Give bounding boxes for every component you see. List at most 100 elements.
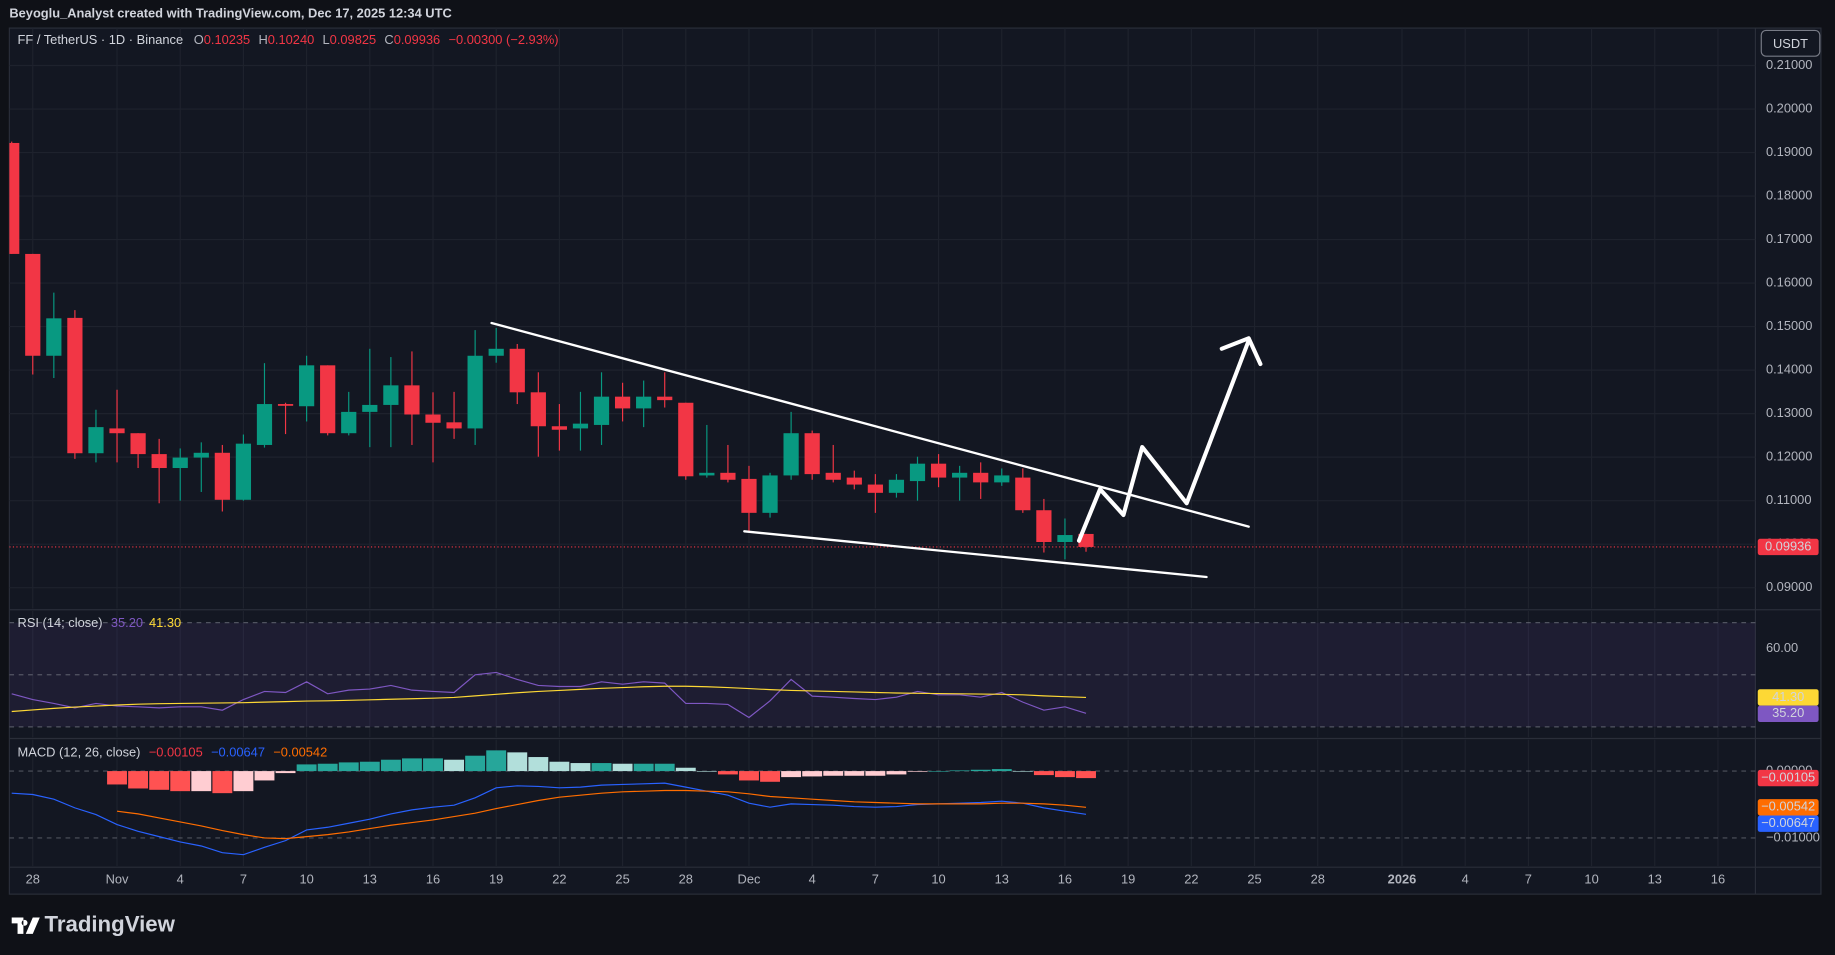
- histogram-bar: [275, 771, 296, 774]
- x-tick-label: 22: [552, 872, 566, 887]
- symbol: FF / TetherUS · 1D · Binance: [18, 32, 184, 47]
- x-tick-label: 7: [240, 872, 247, 887]
- histogram-bar: [107, 771, 127, 785]
- x-tick-label: 13: [1648, 872, 1662, 887]
- candle-body: [930, 463, 947, 478]
- change: −0.00300 (−2.93%): [448, 32, 558, 47]
- value-badge-label: −0.00105: [1761, 770, 1815, 785]
- hist-value: −0.00105: [149, 745, 203, 760]
- value-badge: [1757, 538, 1819, 556]
- candle-body: [952, 472, 968, 478]
- histogram-bar: [591, 763, 612, 772]
- pane-macd: [9, 739, 1756, 867]
- x-tick-label: 4: [809, 872, 816, 887]
- histogram-bar: [570, 763, 591, 772]
- x-tick-label: 16: [1711, 872, 1725, 887]
- histogram-bar: [254, 771, 275, 781]
- chart-area: [8, 27, 1822, 895]
- candle-body: [1057, 535, 1073, 542]
- x-tick-label: 7: [1525, 872, 1532, 887]
- macd-legend: MACD (12, 26, close) −0.00105 −0.00647 −…: [18, 745, 328, 760]
- histogram-bar: [633, 763, 654, 772]
- value-badge: [1757, 815, 1819, 832]
- candle-body: [509, 348, 525, 393]
- brand-name: TradingView: [44, 912, 175, 937]
- brand: TradingView: [11, 912, 176, 937]
- x-tick-label: 16: [1058, 872, 1072, 887]
- histogram-bar: [654, 763, 675, 772]
- y-tick-label: 0.11000: [1766, 492, 1812, 507]
- candle-body: [867, 484, 883, 493]
- x-tick-label: 10: [299, 872, 313, 887]
- candle-body: [1036, 510, 1052, 542]
- arrow-head: [1219, 336, 1263, 367]
- histogram-bar: [296, 764, 317, 772]
- candle-body: [256, 404, 273, 445]
- y-tick-label: 0.09000: [1766, 579, 1812, 594]
- y-tick-label: 0.19000: [1766, 144, 1812, 159]
- ohlc-value: 0.09936: [394, 32, 440, 47]
- pane-candlestick: [9, 28, 1756, 609]
- rsi-line: [11, 671, 1087, 719]
- candle-body: [530, 392, 546, 427]
- value-badge: [1757, 769, 1819, 787]
- histogram-bar: [233, 771, 254, 792]
- value-badge-label: 0.09936: [1765, 538, 1811, 553]
- y-tick-label: 0.16000: [1766, 274, 1812, 289]
- x-tick-label: 13: [363, 872, 377, 887]
- histogram-bar: [675, 767, 696, 772]
- candle-body: [277, 404, 294, 406]
- macd-title: MACD (12, 26, close): [18, 745, 141, 760]
- trendline: [743, 530, 1208, 579]
- main-legend: FF / TetherUS · 1D · Binance O0.10235 H0…: [18, 32, 559, 47]
- candle-body: [888, 479, 905, 493]
- candle-body: [299, 365, 315, 407]
- candle-body: [825, 472, 841, 480]
- candle-body: [909, 463, 926, 482]
- ohlc-key: H: [258, 32, 267, 47]
- histogram-bar: [802, 771, 823, 777]
- x-tick-label: 7: [872, 872, 879, 887]
- x-tick-label: 25: [615, 872, 629, 887]
- y-tick-label: 0.20000: [1766, 100, 1812, 115]
- candle-body: [762, 475, 778, 513]
- histogram-bar: [486, 750, 507, 772]
- x-tick-label: 28: [1311, 872, 1325, 887]
- y-tick-label: 60.00: [1766, 640, 1798, 655]
- histogram-bar: [1055, 771, 1075, 778]
- candle-body: [193, 452, 209, 458]
- candle-body: [109, 428, 125, 434]
- macd-line: [116, 789, 1087, 840]
- candle-body: [636, 396, 652, 409]
- rsi-value: 35.20: [111, 615, 143, 630]
- histogram-bar: [928, 771, 949, 772]
- candle-body: [446, 422, 462, 429]
- button-label[interactable]: USDT: [1773, 36, 1808, 51]
- candle-body: [130, 433, 146, 455]
- x-tick-label: 4: [177, 872, 184, 887]
- candle-body: [614, 396, 631, 409]
- value-badge: [1757, 689, 1819, 706]
- x-tick-label: 16: [426, 872, 440, 887]
- value-badge: [1757, 799, 1819, 816]
- candle-body: [9, 142, 20, 254]
- y-tick-label: −0.01000: [1766, 829, 1820, 844]
- candle-body: [88, 427, 104, 454]
- y-tick-label: 0.15000: [1766, 318, 1812, 333]
- candle-body: [551, 426, 568, 430]
- x-tick-label: 10: [931, 872, 945, 887]
- x-tick-label: 22: [1184, 872, 1198, 887]
- currency-button[interactable]: USDT: [1760, 29, 1821, 57]
- rsi-line: [11, 685, 1087, 713]
- histogram-bar: [949, 770, 970, 772]
- histogram-bar: [444, 759, 465, 772]
- x-tick-label: 25: [1247, 872, 1261, 887]
- candle-body: [994, 475, 1010, 483]
- ohlc-value: 0.10240: [268, 32, 314, 47]
- candle-body: [25, 253, 41, 356]
- x-tick-label: 28: [26, 872, 40, 887]
- rsi-title: RSI (14; close): [18, 615, 103, 630]
- button-frame[interactable]: [1760, 29, 1821, 57]
- ohlc-key: C: [384, 32, 393, 47]
- histogram-bar: [886, 771, 907, 775]
